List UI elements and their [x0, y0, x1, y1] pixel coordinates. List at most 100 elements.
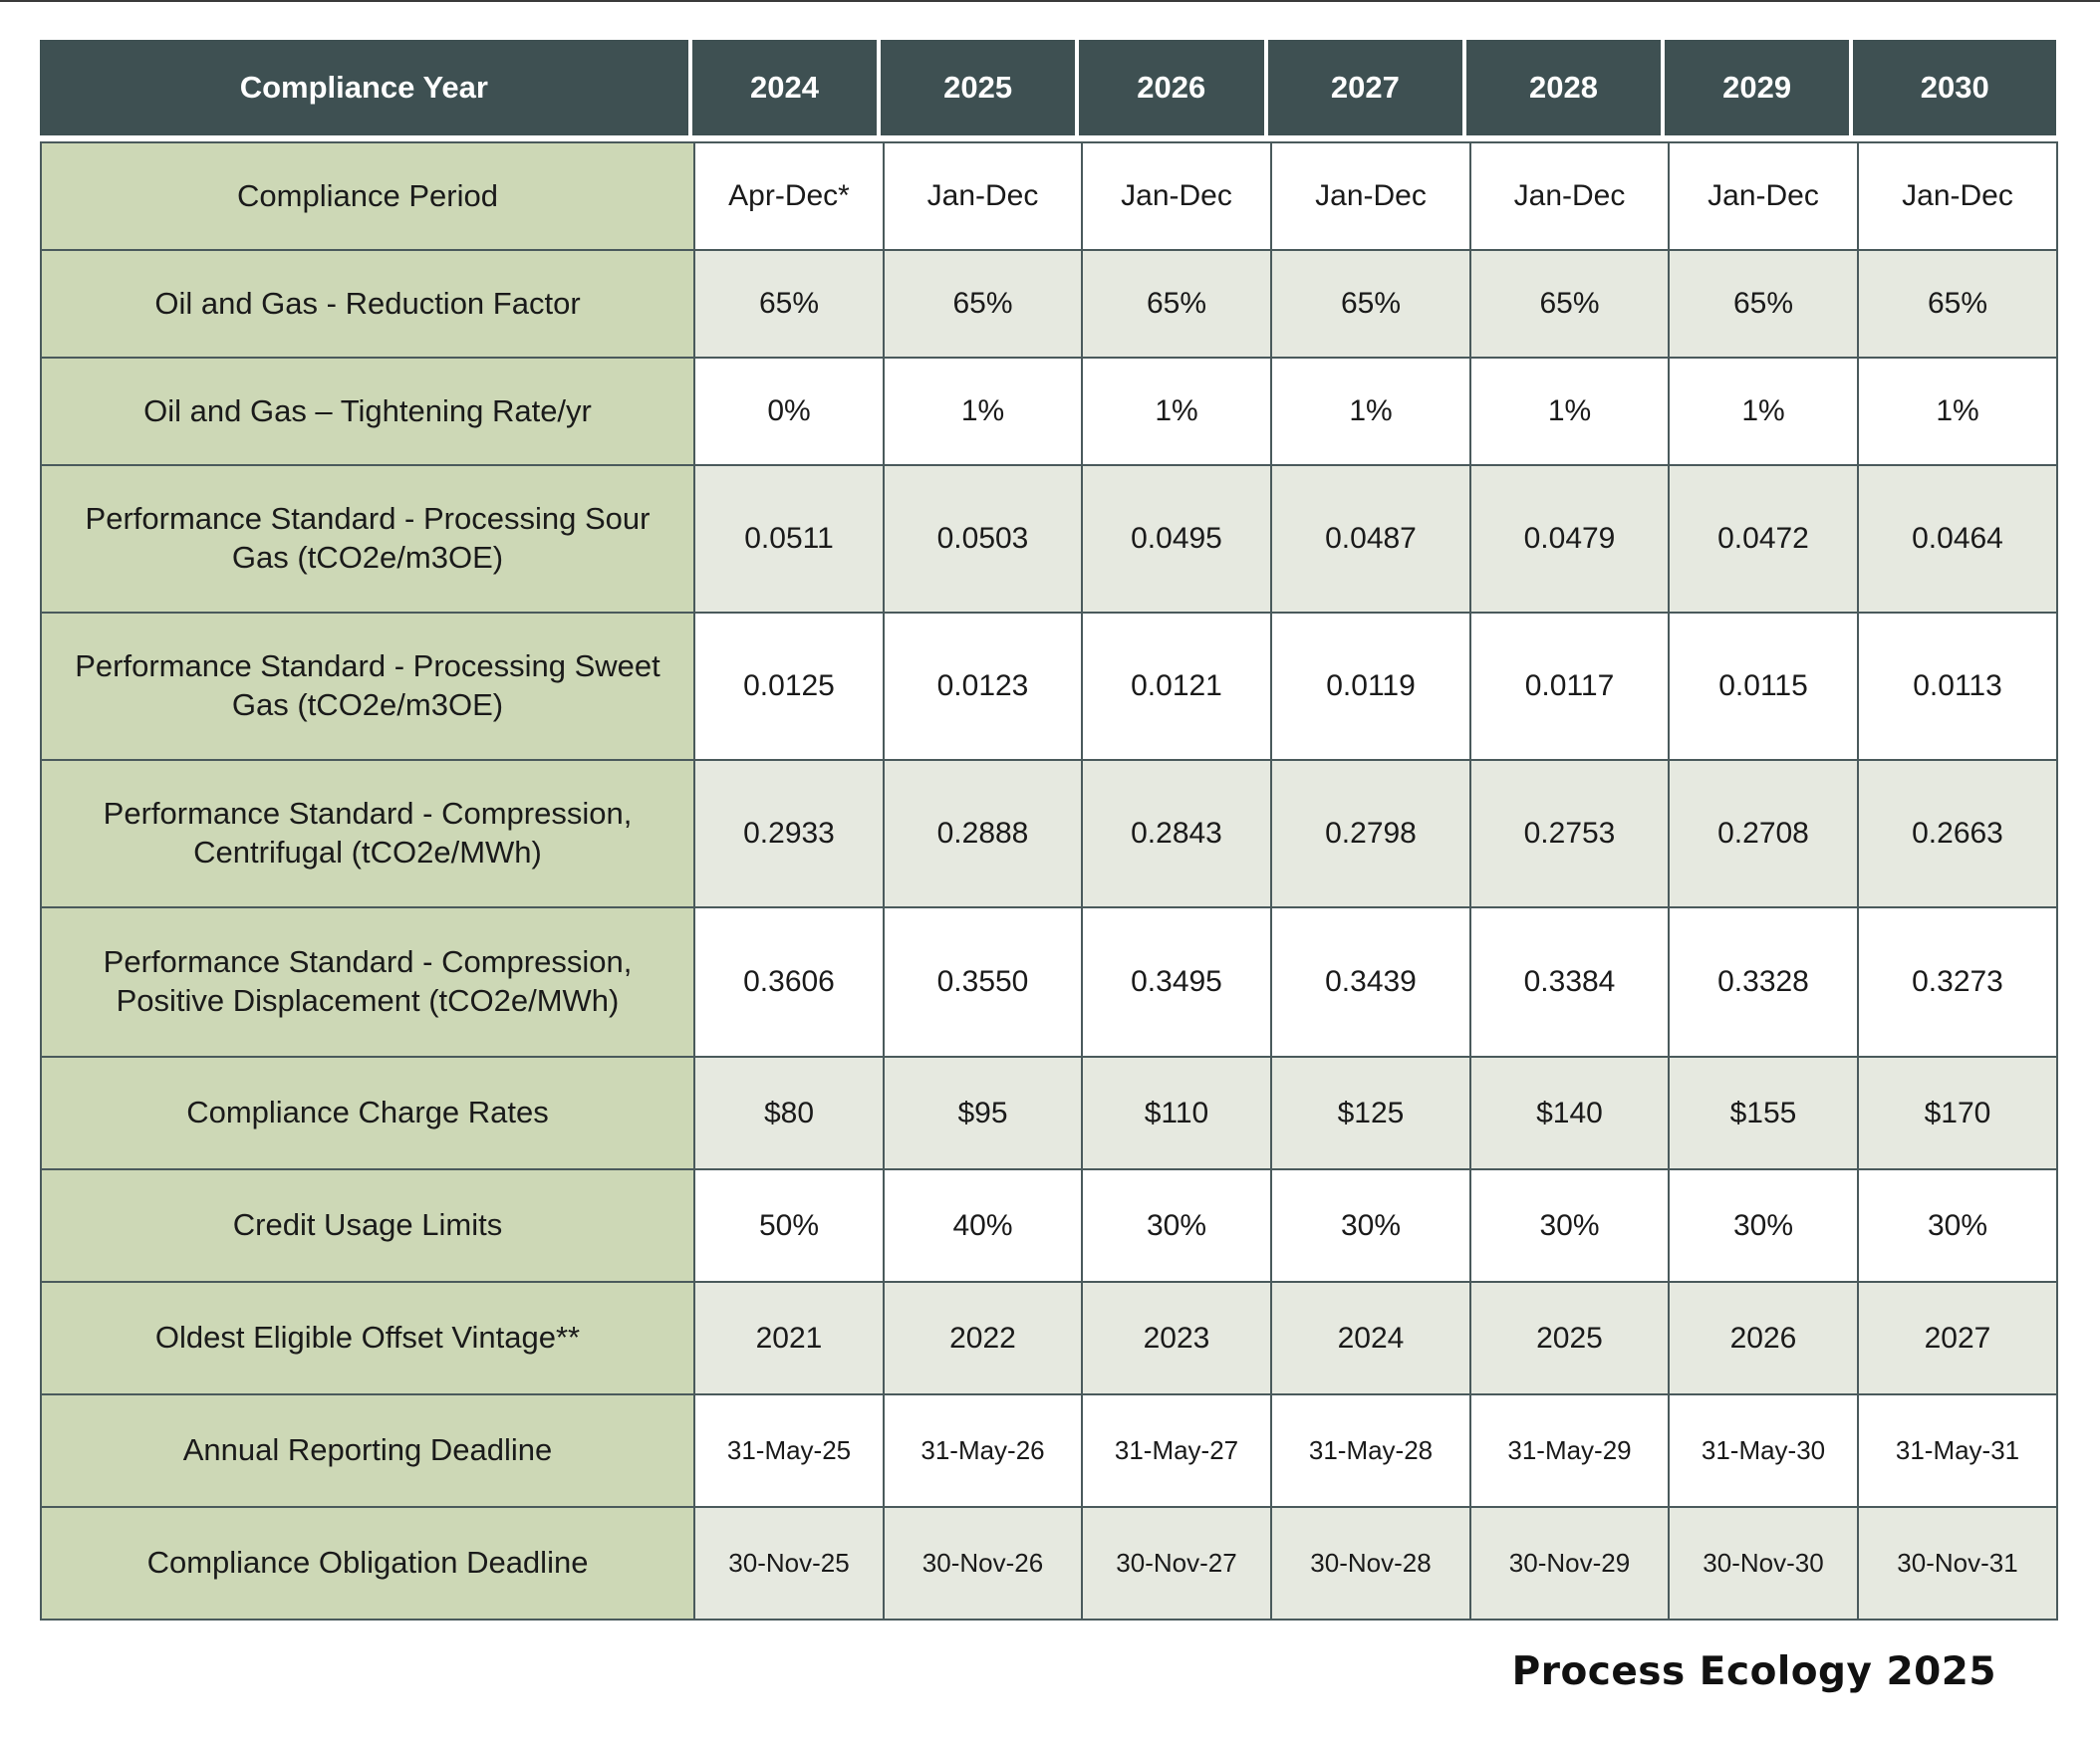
- table-header-row: Compliance Year 2024 2025 2026 2027 2028…: [40, 40, 2056, 135]
- cell-2030: 30%: [1857, 1168, 2058, 1283]
- cell-2028: 65%: [1469, 249, 1670, 359]
- cell-2025: 0.0123: [883, 612, 1083, 761]
- cell-2030: 0.0113: [1857, 612, 2058, 761]
- cell-2028: 0.2753: [1469, 759, 1670, 908]
- row-label: Oil and Gas – Tightening Rate/yr: [40, 357, 695, 466]
- table-row: Annual Reporting Deadline 31-May-25 31-May…: [40, 1393, 2058, 1508]
- row-label: Oil and Gas - Reduction Factor: [40, 249, 695, 359]
- cell-2030: Jan-Dec: [1857, 141, 2058, 251]
- cell-2029: 30%: [1668, 1168, 1859, 1283]
- cell-2024: 50%: [693, 1168, 885, 1283]
- cell-2030: 0.0464: [1857, 464, 2058, 614]
- cell-2029: 65%: [1668, 249, 1859, 359]
- row-label: Annual Reporting Deadline: [40, 1393, 695, 1508]
- cell-2026: 30%: [1081, 1168, 1272, 1283]
- row-label: Compliance Charge Rates: [40, 1056, 695, 1170]
- cell-2025: 0.2888: [883, 759, 1083, 908]
- header-year-2027: 2027: [1267, 40, 1463, 135]
- table-row: Credit Usage Limits 50% 40% 30% 30% 30% 30% 30%: [40, 1168, 2058, 1283]
- cell-2028: 0.3384: [1469, 906, 1670, 1058]
- cell-2030: 1%: [1857, 357, 2058, 466]
- cell-2026: Jan-Dec: [1081, 141, 1272, 251]
- cell-2030: 0.2663: [1857, 759, 2058, 908]
- cell-2028: Jan-Dec: [1469, 141, 1670, 251]
- cell-2027: 30%: [1270, 1168, 1471, 1283]
- cell-2024: 0.0125: [693, 612, 885, 761]
- cell-2026: 0.0495: [1081, 464, 1272, 614]
- top-rule: [0, 0, 2100, 2]
- cell-2029: 0.2708: [1668, 759, 1859, 908]
- cell-2027: $125: [1270, 1056, 1471, 1170]
- cell-2025: 0.0503: [883, 464, 1083, 614]
- cell-2024: $80: [693, 1056, 885, 1170]
- cell-2028: 30%: [1469, 1168, 1670, 1283]
- cell-2025: 65%: [883, 249, 1083, 359]
- row-label: Oldest Eligible Offset Vintage**: [40, 1281, 695, 1395]
- cell-2025: 2022: [883, 1281, 1083, 1395]
- cell-2027: 0.3439: [1270, 906, 1471, 1058]
- cell-2029: Jan-Dec: [1668, 141, 1859, 251]
- cell-2025: 30-Nov-26: [883, 1506, 1083, 1621]
- cell-2027: 65%: [1270, 249, 1471, 359]
- cell-2030: 30-Nov-31: [1857, 1506, 2058, 1621]
- table-row: Compliance Period Apr-Dec* Jan-Dec Jan-Dec J…: [40, 141, 2058, 251]
- cell-2025: Jan-Dec: [883, 141, 1083, 251]
- cell-2028: $140: [1469, 1056, 1670, 1170]
- cell-2028: 0.0117: [1469, 612, 1670, 761]
- cell-2026: 0.3495: [1081, 906, 1272, 1058]
- compliance-table: Compliance Period Apr-Dec* Jan-Dec Jan-Dec J…: [40, 141, 2058, 1621]
- cell-2024: 0.3606: [693, 906, 885, 1058]
- header-year-2028: 2028: [1466, 40, 1661, 135]
- cell-2025: 1%: [883, 357, 1083, 466]
- cell-2024: 31-May-25: [693, 1393, 885, 1508]
- table-row: Oil and Gas – Tightening Rate/yr 0% 1% 1% 1%…: [40, 357, 2058, 466]
- cell-2027: 0.2798: [1270, 759, 1471, 908]
- cell-2027: 1%: [1270, 357, 1471, 466]
- table-row: Performance Standard - Compression, Posi…: [40, 906, 2058, 1058]
- cell-2029: 31-May-30: [1668, 1393, 1859, 1508]
- cell-2028: 2025: [1469, 1281, 1670, 1395]
- row-label: Compliance Obligation Deadline: [40, 1506, 695, 1621]
- cell-2028: 30-Nov-29: [1469, 1506, 1670, 1621]
- cell-2027: 0.0487: [1270, 464, 1471, 614]
- cell-2026: 65%: [1081, 249, 1272, 359]
- cell-2027: 31-May-28: [1270, 1393, 1471, 1508]
- cell-2025: 0.3550: [883, 906, 1083, 1058]
- cell-2024: 2021: [693, 1281, 885, 1395]
- cell-2030: 65%: [1857, 249, 2058, 359]
- cell-2025: 40%: [883, 1168, 1083, 1283]
- cell-2030: $170: [1857, 1056, 2058, 1170]
- row-label: Performance Standard - Compression, Cent…: [40, 759, 695, 908]
- cell-2026: 31-May-27: [1081, 1393, 1272, 1508]
- header-year-2026: 2026: [1078, 40, 1264, 135]
- cell-2026: 2023: [1081, 1281, 1272, 1395]
- cell-2024: 65%: [693, 249, 885, 359]
- cell-2030: 31-May-31: [1857, 1393, 2058, 1508]
- cell-2024: 0.2933: [693, 759, 885, 908]
- cell-2024: Apr-Dec*: [693, 141, 885, 251]
- table-row: Compliance Charge Rates $80 $95 $110 $125 $14…: [40, 1056, 2058, 1170]
- cell-2027: 2024: [1270, 1281, 1471, 1395]
- header-year-2025: 2025: [881, 40, 1075, 135]
- cell-2028: 1%: [1469, 357, 1670, 466]
- cell-2025: $95: [883, 1056, 1083, 1170]
- cell-2024: 30-Nov-25: [693, 1506, 885, 1621]
- table-row: Oldest Eligible Offset Vintage** 2021 2022…: [40, 1281, 2058, 1395]
- cell-2024: 0.0511: [693, 464, 885, 614]
- row-label: Performance Standard - Processing Sour G…: [40, 464, 695, 614]
- cell-2027: 30-Nov-28: [1270, 1506, 1471, 1621]
- cell-2026: 1%: [1081, 357, 1272, 466]
- cell-2024: 0%: [693, 357, 885, 466]
- table-row: Performance Standard - Processing Sweet …: [40, 612, 2058, 761]
- cell-2029: 2026: [1668, 1281, 1859, 1395]
- row-label: Credit Usage Limits: [40, 1168, 695, 1283]
- header-year-2030: 2030: [1853, 40, 2056, 135]
- cell-2028: 31-May-29: [1469, 1393, 1670, 1508]
- header-year-2024: 2024: [691, 40, 878, 135]
- cell-2030: 2027: [1857, 1281, 2058, 1395]
- cell-2026: 30-Nov-27: [1081, 1506, 1272, 1621]
- row-label: Compliance Period: [40, 141, 695, 251]
- cell-2029: 0.0472: [1668, 464, 1859, 614]
- cell-2028: 0.0479: [1469, 464, 1670, 614]
- cell-2029: 1%: [1668, 357, 1859, 466]
